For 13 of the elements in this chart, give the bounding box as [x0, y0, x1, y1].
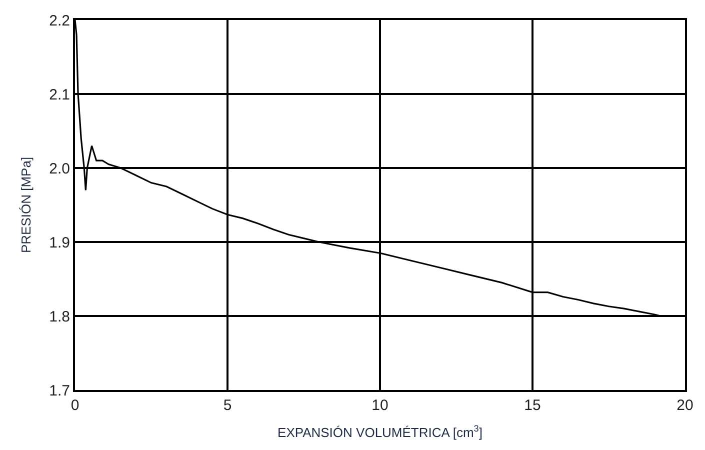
y-axis-title: PRESIÓN [MPa]	[18, 156, 34, 254]
y-tick-label: 1.7	[49, 382, 70, 400]
x-axis-title: EXPANSIÓN VOLUMÉTRICA [cm$^{3}$]	[278, 424, 482, 440]
y-tick-label: 2.0	[49, 160, 70, 178]
y-tick-label: 1.8	[49, 308, 70, 326]
x-tick-label: 0	[70, 397, 80, 414]
y-tick-label: 1.9	[49, 234, 70, 252]
x-tick-label: 20	[676, 397, 694, 414]
x-tick-label: 15	[524, 397, 541, 414]
x-tick-label: 5	[223, 397, 232, 414]
y-tick-label: 2.2	[49, 12, 70, 30]
x-tick-label: 10	[372, 397, 388, 414]
y-tick-label: 2.1	[49, 86, 70, 104]
